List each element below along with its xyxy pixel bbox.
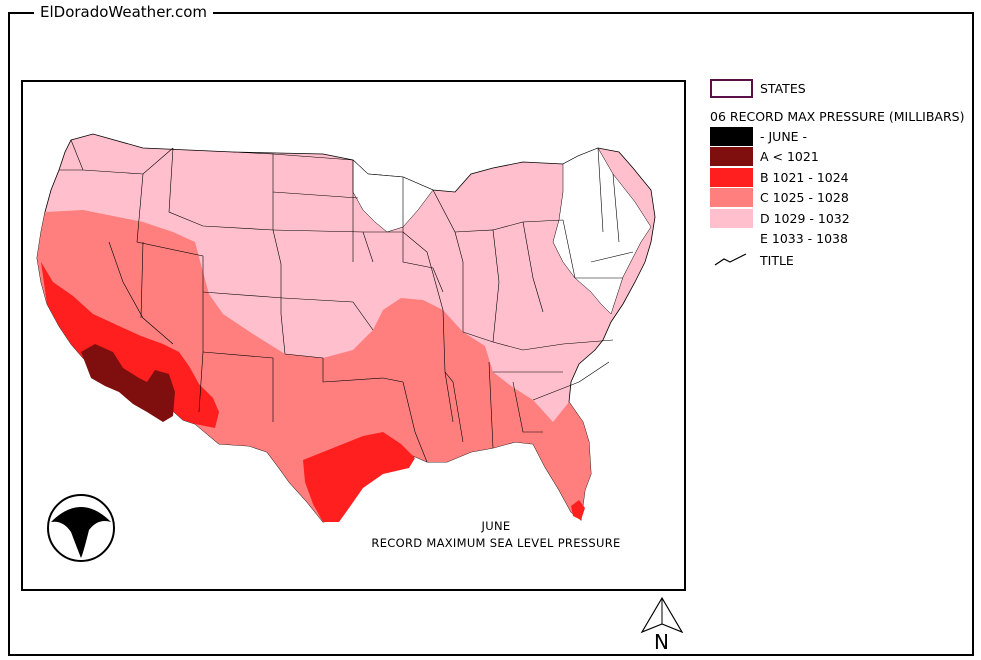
legend-item: - JUNE - — [710, 126, 807, 146]
legend-swatch — [710, 208, 753, 228]
legend-item: A < 1021 — [710, 147, 819, 167]
legend: STATES 06 RECORD MAX PRESSURE (MILLIBARS… — [710, 78, 981, 278]
legend-layer-title: 06 RECORD MAX PRESSURE (MILLIBARS) — [710, 109, 965, 124]
map-panel: NOAA JUNE RECORD MAXIMUM SEA LEVEL PRESS… — [21, 80, 686, 591]
region-b-florida — [571, 500, 585, 520]
title-line-icon — [714, 252, 747, 265]
legend-item-label: A < 1021 — [760, 149, 819, 164]
legend-item-label: D 1029 - 1032 — [760, 210, 850, 226]
legend-item: E 1033 - 1038 — [710, 229, 848, 249]
legend-item-label: - JUNE - — [760, 128, 808, 144]
legend-title-row: TITLE — [710, 250, 794, 270]
map-caption: JUNE RECORD MAXIMUM SEA LEVEL PRESSURE — [341, 518, 651, 552]
us-pressure-map: NOAA — [36, 133, 656, 562]
region-e-northeast — [552, 147, 652, 315]
region-b-southwest — [41, 262, 219, 428]
region-a-southwest — [81, 344, 175, 422]
legend-swatch — [710, 147, 753, 166]
north-arrow-icon — [640, 596, 684, 634]
region-b-texas — [303, 432, 415, 522]
region-c-west-south — [37, 210, 591, 522]
caption-month: JUNE — [481, 519, 511, 533]
north-label: N — [654, 630, 669, 654]
legend-states-label: STATES — [760, 80, 806, 96]
legend-item-label: E 1033 - 1038 — [760, 231, 848, 246]
legend-item-label: C 1025 - 1028 — [760, 190, 849, 205]
site-title: ElDoradoWeather.com — [34, 3, 214, 21]
legend-item: D 1029 - 1032 — [710, 208, 850, 228]
legend-item-label: B 1021 - 1024 — [760, 169, 849, 185]
noaa-logo-text: NOAA — [65, 512, 97, 523]
legend-item: B 1021 - 1024 — [710, 167, 849, 187]
state-borders — [59, 139, 634, 463]
legend-swatch — [710, 126, 753, 146]
legend-title-label: TITLE — [760, 252, 794, 268]
noaa-logo: NOAA — [47, 494, 115, 562]
states-swatch — [710, 78, 753, 98]
legend-swatch — [710, 229, 753, 248]
legend-swatch — [710, 167, 753, 187]
legend-states-row: STATES — [710, 78, 806, 98]
caption-subtitle: RECORD MAXIMUM SEA LEVEL PRESSURE — [371, 536, 621, 550]
page-frame — [8, 12, 974, 656]
legend-item: C 1025 - 1028 — [710, 188, 849, 208]
legend-swatch — [710, 188, 753, 207]
